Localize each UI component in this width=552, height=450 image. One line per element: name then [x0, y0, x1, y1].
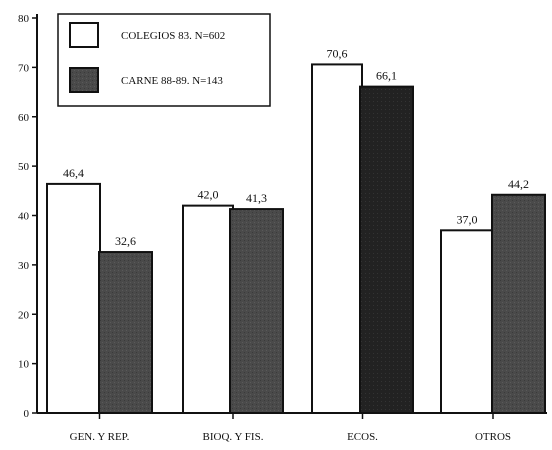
bar-colegios: [440, 229, 494, 414]
data-labels: 46,4 32,6 42,0 41,3 70,6 66,1 37,0 44,2: [63, 46, 529, 248]
data-label: 70,6: [327, 46, 348, 60]
data-label: 46,4: [63, 166, 84, 180]
x-tick-label: ECOS.: [347, 431, 378, 443]
x-tick-label: BIOQ. Y FIS.: [203, 431, 264, 443]
y-tick-label: 70: [18, 62, 30, 74]
bar-carne: [229, 208, 284, 414]
data-label: 44,2: [508, 177, 529, 191]
bar-carne: [359, 85, 414, 414]
data-label: 41,3: [246, 191, 267, 205]
legend-label-carne: CARNE 88-89. N=143: [121, 75, 223, 87]
y-tick-label: 20: [18, 309, 30, 321]
data-label: 37,0: [457, 212, 478, 226]
legend: COLEGIOS 83. N=602 CARNE 88-89. N=143: [57, 13, 271, 107]
y-ticks: 0 10 20 30 40 50 60 70 80: [18, 13, 37, 420]
y-tick-label: 0: [24, 408, 30, 420]
bar-colegios: [311, 63, 363, 414]
y-tick-label: 30: [18, 260, 30, 272]
y-tick-label: 80: [18, 13, 30, 25]
y-tick-label: 50: [18, 161, 30, 173]
bar-colegios: [182, 204, 234, 414]
y-tick-label: 60: [18, 112, 30, 124]
legend-label-colegios: COLEGIOS 83. N=602: [121, 30, 225, 42]
data-label: 66,1: [376, 69, 397, 83]
data-label: 32,6: [115, 234, 136, 248]
bars: [46, 63, 546, 414]
y-tick-label: 40: [18, 211, 30, 223]
legend-swatch-colegios: [69, 22, 99, 48]
x-labels: GEN. Y REP. BIOQ. Y FIS. ECOS. OTROS: [70, 413, 511, 443]
x-tick-label: GEN. Y REP.: [70, 431, 130, 443]
bar-colegios: [46, 182, 101, 414]
y-tick-label: 10: [18, 359, 30, 371]
legend-swatch-carne: [69, 67, 99, 93]
data-label: 42,0: [198, 188, 219, 202]
x-tick-label: OTROS: [475, 431, 511, 443]
bar-carne: [491, 193, 546, 414]
bar-carne: [98, 251, 153, 414]
